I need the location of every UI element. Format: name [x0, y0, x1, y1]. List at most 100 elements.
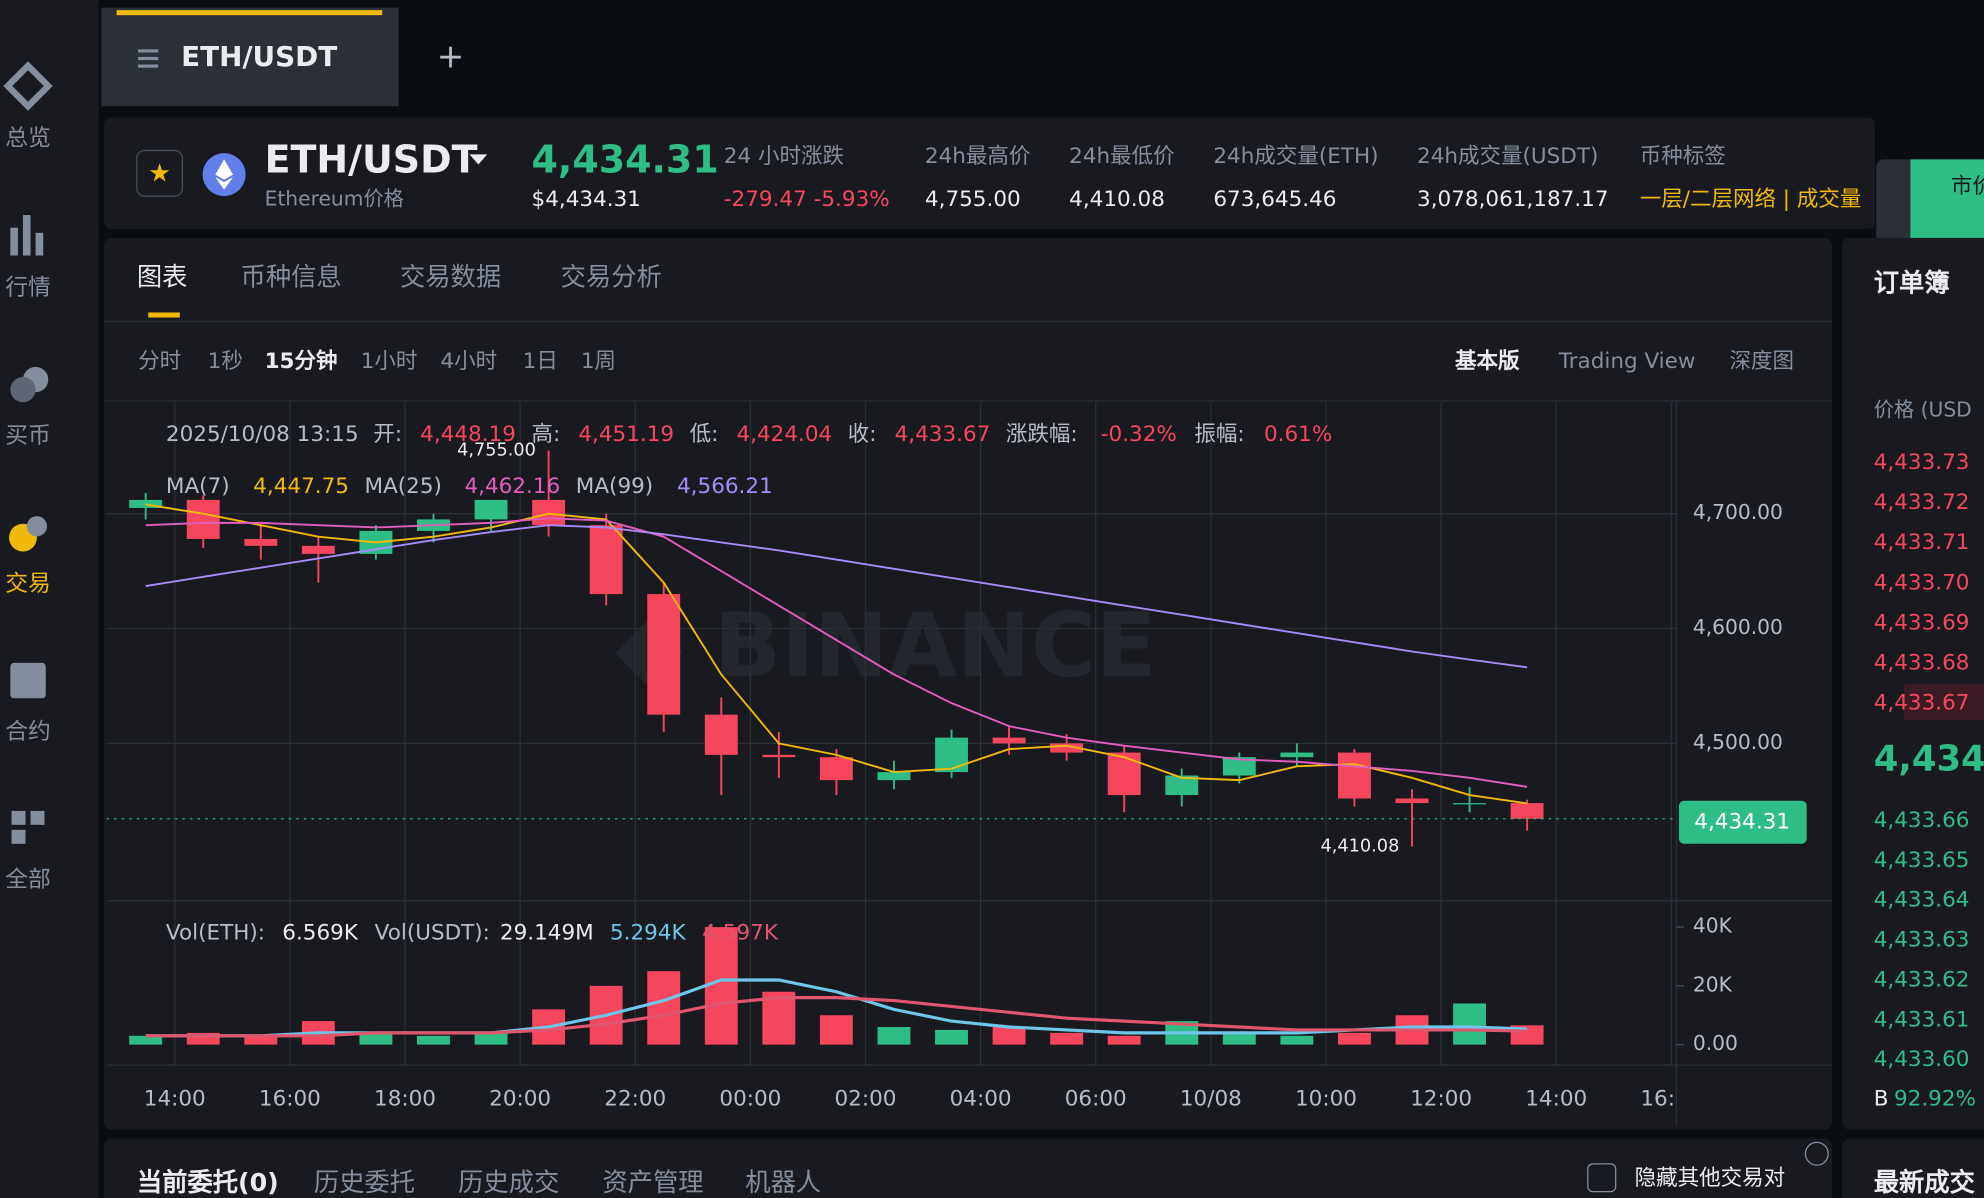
- ma-name: MA(7): [166, 474, 230, 499]
- vol-ma-value: 5.294K: [610, 921, 687, 946]
- star-icon[interactable]: ★: [148, 159, 171, 188]
- candle-body: [819, 757, 853, 781]
- ohlc-value: 4,451.19: [578, 422, 674, 447]
- ask-price: 4,433.69: [1874, 610, 1970, 635]
- stat-value: 673,645.46: [1213, 187, 1336, 212]
- orderbook-last: 4,434.: [1874, 738, 1984, 779]
- candle-body: [935, 737, 968, 773]
- add-tab[interactable]: +: [437, 37, 465, 76]
- nav-label[interactable]: 行情: [5, 275, 51, 301]
- checkbox[interactable]: [1587, 1163, 1617, 1193]
- stat-label: 24h成交量(ETH): [1213, 144, 1378, 169]
- nav-label[interactable]: 交易: [5, 571, 51, 597]
- ma-line: [145, 503, 1528, 805]
- chart-tab[interactable]: 交易分析: [561, 262, 662, 291]
- interval[interactable]: 1秒: [208, 349, 243, 374]
- volume-bar: [129, 1035, 163, 1045]
- y-tick-label: 4,500.00: [1693, 730, 1783, 754]
- close-icon[interactable]: [1804, 1141, 1829, 1166]
- nav-label[interactable]: 合约: [5, 719, 51, 745]
- ask-price: 4,433.68: [1874, 651, 1970, 676]
- last-price: 4,434.31: [532, 137, 719, 181]
- nav-label[interactable]: 总览: [5, 126, 51, 152]
- chart-tab[interactable]: 交易数据: [400, 262, 501, 291]
- candle-body: [877, 772, 911, 781]
- high-marker: 4,755.00: [457, 441, 536, 461]
- stat-label: 24 小时涨跌: [724, 144, 844, 169]
- nav-label[interactable]: 买币: [5, 423, 51, 449]
- interval[interactable]: 1周: [581, 349, 616, 374]
- volume-bar: [647, 971, 681, 1045]
- volume-bar: [1107, 1035, 1141, 1045]
- interval[interactable]: 1日: [523, 349, 558, 374]
- ohlc-label: 收:: [848, 422, 877, 447]
- x-tick-label: 14:00: [144, 1086, 206, 1111]
- interval[interactable]: 15分钟: [265, 348, 338, 374]
- view-option[interactable]: 深度图: [1730, 349, 1795, 374]
- tab-title[interactable]: ETH/USDT: [181, 40, 337, 73]
- tab-list-icon: [138, 49, 159, 68]
- nav-label[interactable]: 全部: [5, 867, 51, 893]
- watermark: ◆ BINANCE: [615, 594, 1157, 697]
- stat-value: 3,078,061,187.17: [1417, 187, 1608, 212]
- candle-body: [1222, 757, 1256, 776]
- tab-indicator: [116, 10, 383, 16]
- y-tick-label: 40K: [1693, 914, 1733, 938]
- volume-bar: [819, 1015, 853, 1045]
- volume-bar: [935, 1029, 968, 1045]
- bottom-tab[interactable]: 历史成交: [458, 1168, 559, 1197]
- volume-bar: [1453, 1003, 1487, 1045]
- x-tick-label: 16:00: [1640, 1086, 1702, 1111]
- stat-value: 一层/二层网络 | 成交量: [1640, 187, 1862, 212]
- interval[interactable]: 4小时: [440, 349, 497, 374]
- candle-body: [1165, 775, 1199, 796]
- pair: ETH/USDT: [265, 137, 478, 181]
- candle-body: [589, 525, 623, 595]
- bottom-tab[interactable]: 当前委托(0): [137, 1168, 279, 1197]
- button-label[interactable]: 市价: [1951, 174, 1984, 199]
- x-tick-label: 18:00: [374, 1086, 436, 1111]
- vol-ma-value: 4.597K: [702, 921, 779, 946]
- trades-title: 最新成交: [1874, 1168, 1976, 1197]
- bottom-tab[interactable]: 历史委托: [314, 1168, 415, 1197]
- volume-bar: [704, 927, 738, 1045]
- chart-tab[interactable]: 图表: [137, 262, 188, 291]
- ma-value: 4,566.21: [677, 474, 773, 499]
- orderbook-title: 订单簿: [1874, 269, 1950, 298]
- bottom-tab[interactable]: 资产管理: [602, 1168, 703, 1197]
- candle-date: 2025/10/08 13:15: [166, 422, 359, 447]
- favorite-box[interactable]: [136, 149, 184, 197]
- sidebar: [0, 0, 99, 1198]
- bid-price: 4,433.65: [1874, 848, 1970, 873]
- ask-price: 4,433.73: [1874, 450, 1970, 475]
- chart-tab[interactable]: 币种信息: [241, 262, 342, 291]
- price-usd: $4,434.31: [532, 187, 641, 212]
- y-tick-label: 0.00: [1693, 1031, 1738, 1055]
- dropdown[interactable]: [469, 154, 488, 165]
- ohlc-value: -0.32%: [1101, 422, 1177, 447]
- view-option[interactable]: Trading View: [1558, 349, 1696, 374]
- candle-body: [301, 545, 335, 554]
- active-tab-underline: [148, 312, 180, 318]
- x-tick-label: 16:00: [259, 1086, 321, 1111]
- checkbox-label[interactable]: 隐藏其他交易对: [1635, 1166, 1786, 1191]
- bid-price: 4,433.63: [1874, 928, 1970, 953]
- interval[interactable]: 1小时: [361, 349, 418, 374]
- bottom-tab[interactable]: 机器人: [745, 1168, 821, 1197]
- side-button-green[interactable]: [1910, 159, 1984, 248]
- volume-bar: [762, 991, 796, 1045]
- pair-subtitle: Ethereum价格: [265, 186, 404, 210]
- view-option[interactable]: 基本版: [1455, 349, 1520, 374]
- last-price-tag: [1678, 800, 1807, 844]
- x-tick-label: 10:00: [1295, 1086, 1357, 1111]
- interval[interactable]: 分时: [138, 349, 181, 374]
- ma-line: [145, 996, 1528, 1038]
- candle-body: [1395, 798, 1429, 804]
- stat-label: 24h成交量(USDT): [1417, 144, 1598, 169]
- stat-label: 币种标签: [1640, 144, 1726, 169]
- ohlc-value: 4,433.67: [895, 422, 991, 447]
- x-axis: 14:00 16:00 18:00 20:00 22:00 00:00 02:00 04:00…: [144, 1086, 1702, 1111]
